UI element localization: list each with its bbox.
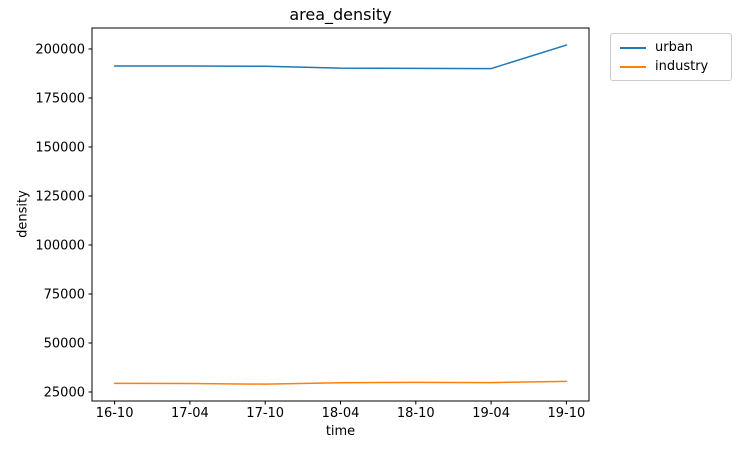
legend-label-industry: industry [655, 59, 709, 74]
legend-label-urban: urban [655, 40, 694, 55]
x-tick-label: 18-10 [397, 406, 435, 421]
y-tick-label: 25000 [44, 385, 85, 400]
chart-title: area_density [289, 5, 392, 24]
y-tick-label: 175000 [35, 91, 85, 106]
x-tick-label: 17-04 [171, 406, 209, 421]
y-tick-label: 200000 [35, 42, 85, 57]
y-tick-label: 125000 [35, 189, 85, 204]
y-axis-label: density [15, 190, 31, 238]
x-tick-label: 16-10 [96, 406, 134, 421]
industry-line-swatch [620, 65, 646, 68]
series-line-industry [113, 380, 568, 385]
urban-line-swatch [620, 46, 646, 49]
y-tick-label: 50000 [44, 336, 85, 351]
x-tick-label: 17-10 [246, 406, 284, 421]
y-tick-label: 150000 [35, 140, 85, 155]
x-tick-label: 19-04 [472, 406, 510, 421]
y-tick-label: 75000 [44, 287, 85, 302]
legend: urban industry [610, 33, 732, 81]
x-axis-label: time [325, 424, 356, 439]
y-tick-label: 100000 [35, 238, 85, 253]
series-line-urban [113, 44, 568, 70]
axes-spines [91, 27, 590, 402]
x-tick-label: 18-04 [322, 406, 360, 421]
x-tick-label: 19-10 [548, 406, 586, 421]
legend-item-industry: industry [620, 60, 722, 73]
legend-item-urban: urban [620, 41, 722, 54]
